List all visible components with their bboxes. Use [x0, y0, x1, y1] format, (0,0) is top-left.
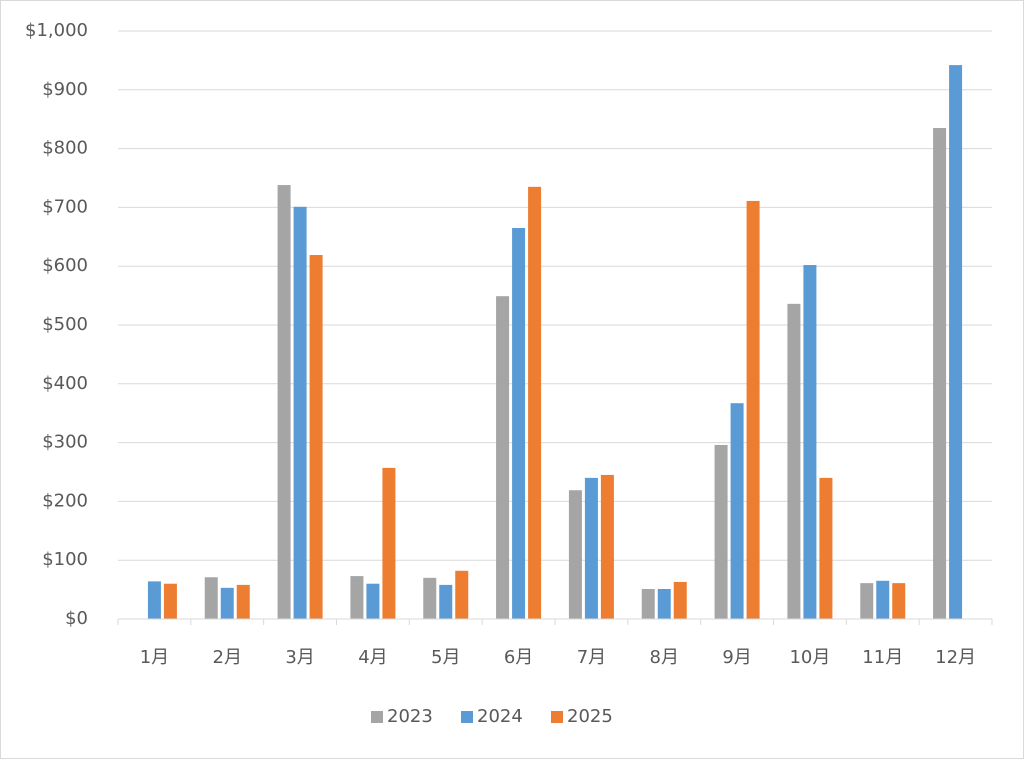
x-tick-label: 6月 — [504, 647, 533, 668]
legend-label: 2023 — [387, 706, 433, 727]
y-tick-label: $600 — [42, 255, 88, 276]
x-tick-label: 4月 — [358, 647, 387, 668]
y-tick-label: $400 — [42, 373, 88, 394]
bar — [568, 490, 582, 619]
bar — [860, 583, 874, 619]
y-tick-label: $500 — [42, 314, 88, 335]
bar — [641, 589, 655, 619]
x-tick-label: 12月 — [935, 647, 976, 668]
x-tick-label: 10月 — [789, 647, 830, 668]
bar — [803, 265, 817, 619]
x-tick-label: 9月 — [722, 647, 751, 668]
bar — [147, 581, 161, 619]
bar — [220, 587, 234, 619]
bar — [496, 296, 510, 619]
bar — [892, 583, 906, 619]
legend-swatch — [551, 711, 563, 723]
bar — [528, 186, 542, 619]
bar — [730, 403, 744, 619]
bar — [600, 474, 614, 619]
x-tick-label: 2月 — [213, 647, 242, 668]
bar — [439, 584, 453, 619]
bar — [455, 570, 469, 619]
bar — [512, 227, 526, 620]
x-tick-label: 11月 — [862, 647, 903, 668]
bar — [819, 477, 833, 619]
x-tick-label: 7月 — [577, 647, 606, 668]
x-tick-label: 5月 — [431, 647, 460, 668]
y-tick-label: $900 — [42, 79, 88, 100]
bar — [787, 303, 801, 619]
x-tick-label: 3月 — [285, 647, 314, 668]
legend-label: 2025 — [567, 706, 613, 727]
y-tick-label: $200 — [42, 490, 88, 511]
legend-swatch — [371, 711, 383, 723]
x-tick-label: 1月 — [140, 647, 169, 668]
bar — [309, 255, 323, 619]
bar — [933, 128, 947, 619]
y-tick-label: $1,000 — [25, 20, 88, 41]
y-tick-label: $100 — [42, 549, 88, 570]
bar — [236, 584, 250, 619]
bar — [366, 583, 380, 619]
x-tick-label: 8月 — [650, 647, 679, 668]
bar — [876, 580, 890, 619]
bar — [163, 583, 177, 619]
bar — [423, 577, 437, 619]
bar — [673, 581, 687, 619]
y-tick-label: $300 — [42, 432, 88, 453]
y-tick-label: $700 — [42, 196, 88, 217]
bar — [293, 206, 307, 619]
y-tick-label: $0 — [65, 608, 88, 629]
bar — [949, 65, 963, 619]
bar — [204, 577, 218, 619]
legend-label: 2024 — [477, 706, 523, 727]
y-tick-label: $800 — [42, 138, 88, 159]
bar — [382, 467, 396, 619]
bar — [714, 444, 728, 619]
bar — [746, 200, 760, 619]
legend-swatch — [461, 711, 473, 723]
bar — [277, 185, 291, 619]
bar — [350, 576, 364, 619]
bar — [584, 477, 598, 619]
bar — [657, 589, 671, 619]
